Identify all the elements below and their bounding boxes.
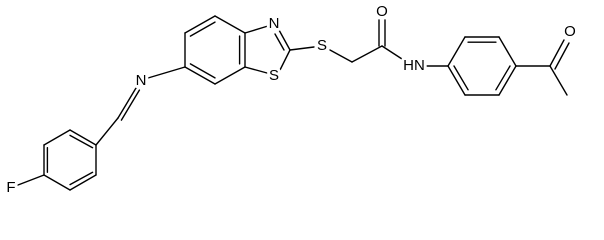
- molecule-diagram: F N N S S O HN O: [6, 2, 576, 196]
- atom-label: S: [317, 37, 327, 54]
- atom-label: S: [269, 67, 279, 84]
- atom-label: O: [376, 3, 388, 20]
- atom-label: HN: [403, 57, 425, 74]
- bonds: [17, 15, 570, 191]
- atom-label: N: [269, 15, 280, 32]
- atom-label: F: [6, 179, 15, 196]
- atom-label: O: [564, 23, 576, 40]
- atom-label: N: [136, 72, 147, 89]
